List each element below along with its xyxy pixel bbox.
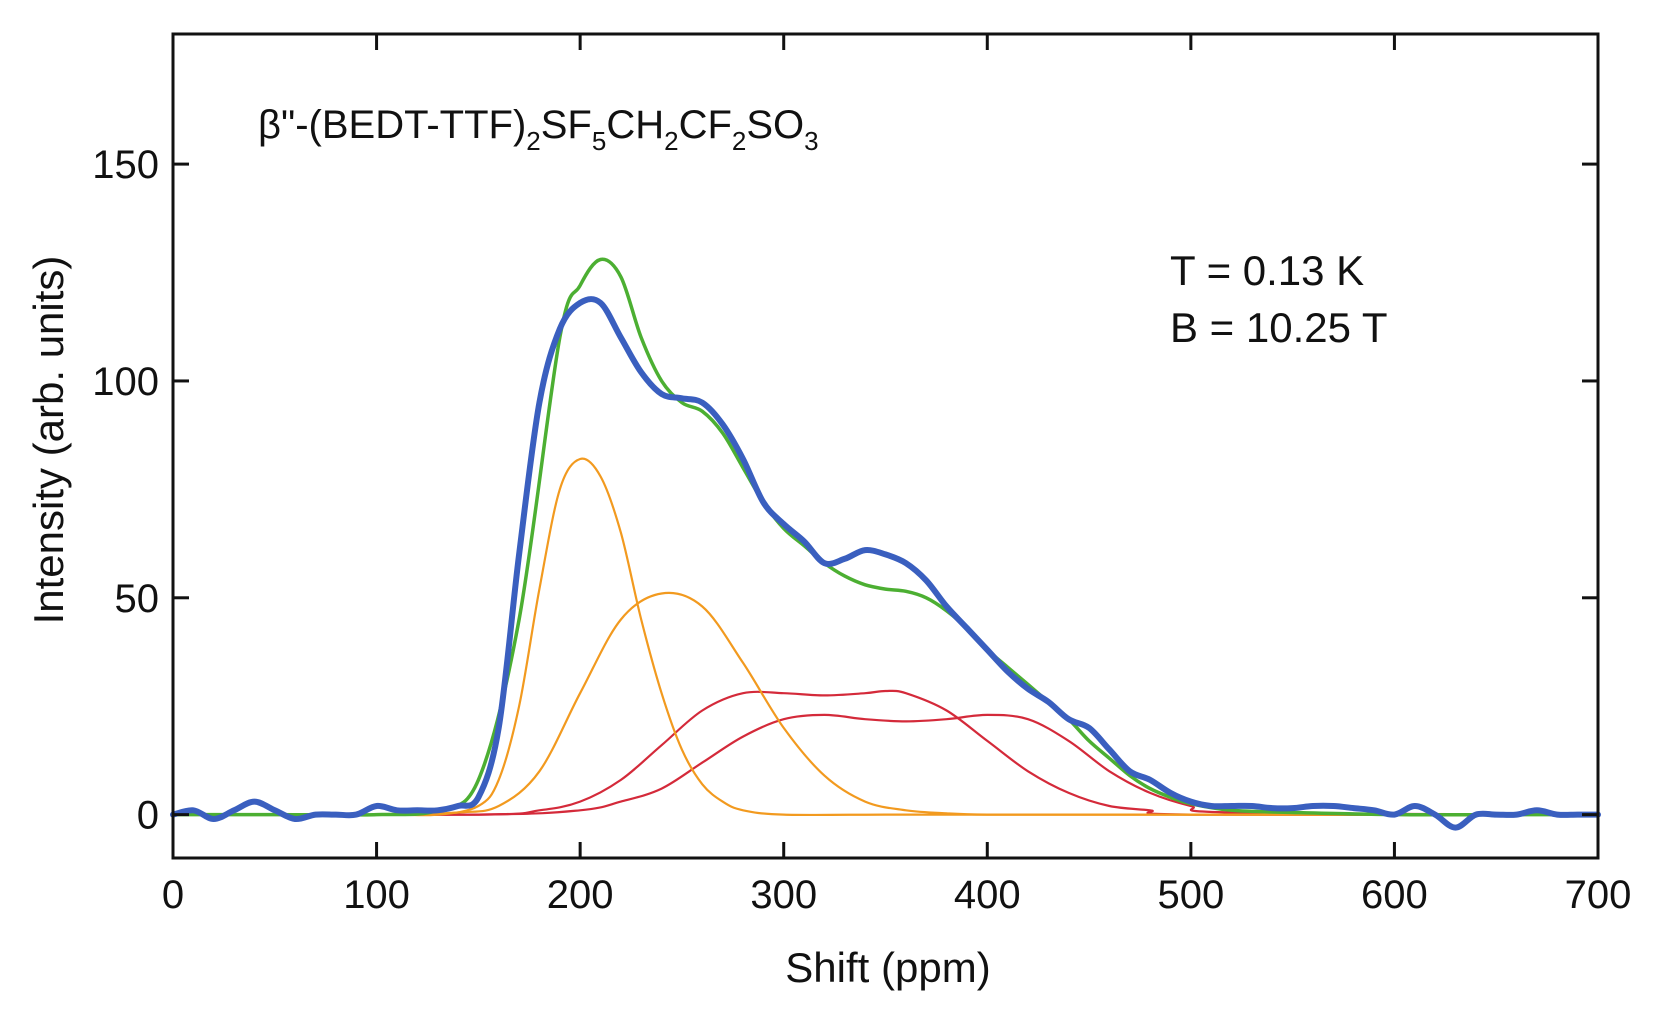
field-annotation: B = 10.25 T [1170, 304, 1388, 351]
x-axis-title: Shift (ppm) [785, 944, 990, 991]
x-tick-label: 0 [162, 873, 184, 917]
formula-subscript: 3 [804, 126, 818, 156]
plot-frame [171, 32, 1600, 860]
formula-element: SF [541, 103, 592, 147]
total-fit-line [171, 257, 1600, 817]
compound-formula: β"-(BEDT-TTF)2SF5CH2CF2SO3 [258, 103, 819, 156]
red-component-1-line [171, 689, 1600, 817]
formula-element: SO [746, 103, 804, 147]
formula-subscript: 2 [732, 126, 746, 156]
x-tick-label: 100 [343, 873, 410, 917]
y-tick-label: 100 [92, 360, 159, 404]
ticks-layer: 0 100 200 300 400 500 600 700 0 50 100 150 [92, 34, 1631, 917]
x-tick-label: 200 [547, 873, 614, 917]
formula-subscript: 2 [526, 126, 540, 156]
orange-broad-component-line [171, 591, 1600, 816]
y-tick-label: 50 [115, 577, 160, 621]
y-tick-label: 150 [92, 143, 159, 187]
x-tick-label: 600 [1361, 873, 1428, 917]
temperature-annotation: T = 0.13 K [1170, 247, 1364, 294]
x-tick-label: 700 [1565, 873, 1632, 917]
red-component-2-line [171, 713, 1600, 817]
y-axis-title: Intensity (arb. units) [25, 256, 72, 625]
measured-spectrum-line [170, 296, 1601, 831]
formula-element: CH [606, 103, 664, 147]
y-tick-label: 0 [137, 794, 159, 838]
formula-element: CF [679, 103, 732, 147]
formula-subscript: 5 [592, 126, 606, 156]
formula-prefix: β"-(BEDT-TTF) [258, 103, 526, 147]
orange-narrow-component-line [171, 457, 1600, 817]
x-tick-label: 500 [1157, 873, 1224, 917]
series-layer [170, 257, 1601, 831]
x-tick-label: 300 [750, 873, 817, 917]
x-tick-label: 400 [954, 873, 1021, 917]
formula-subscript: 2 [664, 126, 678, 156]
